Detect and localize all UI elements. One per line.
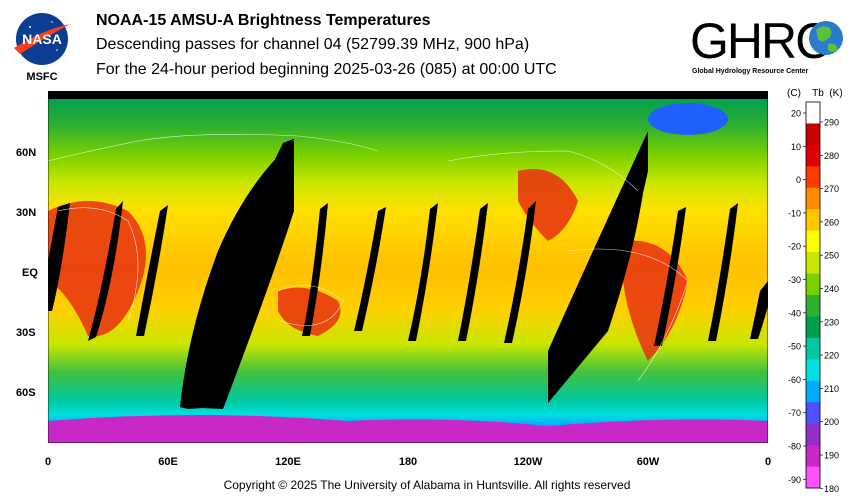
colorbar-swatch [806, 445, 820, 468]
colorbar-swatch [806, 166, 820, 189]
lat-label-eq: EQ [22, 267, 38, 279]
title-line-1: NOAA-15 AMSU-A Brightness Temperatures [96, 12, 431, 29]
colorbar-unit-k: (K) [829, 88, 842, 99]
brightness-temperature-map [48, 91, 768, 443]
colorbar-swatch [806, 144, 820, 167]
lat-label-60s: 60S [16, 387, 36, 399]
colorbar-swatches [806, 102, 820, 489]
lon-label-120e: 120E [275, 456, 301, 468]
colorbar-swatch [806, 209, 820, 232]
lat-label-30s: 30S [16, 327, 36, 339]
colorbar-celsius-tick: -50 [788, 342, 801, 352]
lat-label-60n: 60N [16, 147, 37, 159]
ghrc-logo-text: GHRC [690, 13, 830, 69]
colorbar-unit-c: (C) [787, 88, 801, 99]
title-line-3: For the 24-hour period beginning 2025-03… [96, 61, 557, 78]
orbit-gap-swaths [48, 131, 768, 409]
colorbar-swatch [806, 337, 820, 360]
colorbar-swatch [806, 402, 820, 425]
lon-label-0: 0 [44, 456, 52, 468]
colorbar-celsius-tick: -70 [788, 408, 801, 418]
lat-label-30n: 30N [16, 207, 37, 219]
nasa-logo: NASA MSFC [14, 13, 70, 82]
lon-label-180: 180 [398, 456, 418, 468]
colorbar-kelvin-tick: 200 [824, 417, 839, 427]
antarctica-cold-region [48, 415, 768, 443]
colorbar-celsius-tick: -30 [788, 275, 801, 285]
colorbar-celsius-tick: 0 [796, 175, 801, 185]
colorbar-celsius-tick: -60 [788, 375, 801, 385]
colorbar-swatch [806, 102, 820, 124]
lon-label-60e: 60E [158, 456, 178, 468]
colorbar-celsius-tick: -20 [788, 242, 801, 252]
colorbar-swatch [806, 123, 820, 146]
colorbar-swatch [806, 273, 820, 296]
colorbar-kelvin-ticks: 290 280 270 260 250 240 230 220 210 200 190 180 [820, 118, 839, 494]
colorbar-celsius-tick: -40 [788, 308, 801, 318]
coastlines [48, 134, 689, 382]
colorbar-swatch [806, 252, 820, 275]
colorbar-kelvin-tick: 210 [824, 384, 839, 394]
colorbar-frame [805, 101, 821, 489]
north-no-data-band [48, 91, 768, 99]
colorbar-swatch [806, 466, 820, 489]
colorbar-kelvin-tick: 240 [824, 284, 839, 294]
lon-label-60w: 60W [636, 456, 660, 468]
colorbar-kelvin-tick: 280 [824, 151, 839, 161]
colorbar-celsius-ticks: 20 10 0 -10 -20 -30 -40 -50 -60 -70 -80 -90 [788, 109, 806, 485]
colorbar-kelvin-tick: 230 [824, 317, 839, 327]
colorbar-kelvin-tick: 180 [824, 484, 839, 494]
colorbar-swatch [806, 423, 820, 446]
colorbar-kelvin-tick: 220 [824, 351, 839, 361]
colorbar-swatch [806, 295, 820, 317]
colorbar-swatch [806, 187, 820, 210]
colorbar-kelvin-tick: 270 [824, 184, 839, 194]
colorbar-swatch [806, 359, 820, 382]
colorbar-swatch [806, 316, 820, 339]
colorbar-kelvin-tick: 250 [824, 251, 839, 261]
lon-label-120w: 120W [513, 456, 543, 468]
colorbar: (C) Tb (K) 20 10 0 -10 -20 -30 -40 -50 -60 -70 -80… [787, 88, 843, 494]
colorbar-swatch [806, 380, 820, 403]
ghrc-subtitle: Global Hydrology Resource Center [692, 68, 809, 75]
greenland-cold-region [648, 103, 728, 135]
nasa-logo-text: NASA [22, 31, 62, 47]
title-line-2: Descending passes for channel 04 (52799.… [96, 36, 530, 53]
colorbar-celsius-tick: 10 [791, 142, 801, 152]
colorbar-celsius-tick: -90 [788, 475, 801, 485]
copyright-notice: Copyright © 2025 The University of Alaba… [223, 478, 631, 492]
colorbar-celsius-tick: 20 [791, 109, 801, 119]
colorbar-kelvin-tick: 260 [824, 217, 839, 227]
colorbar-tb-label: Tb [812, 88, 824, 99]
msfc-label: MSFC [26, 71, 57, 82]
colorbar-celsius-tick: -10 [788, 208, 801, 218]
colorbar-celsius-tick: -80 [788, 442, 801, 452]
lon-label-0-right: 0 [764, 456, 772, 468]
colorbar-kelvin-tick: 190 [824, 451, 839, 461]
colorbar-kelvin-tick: 290 [824, 118, 839, 128]
colorbar-swatch [806, 230, 820, 253]
ghrc-logo: GHRC Global Hydrology Resource Center [690, 13, 843, 75]
